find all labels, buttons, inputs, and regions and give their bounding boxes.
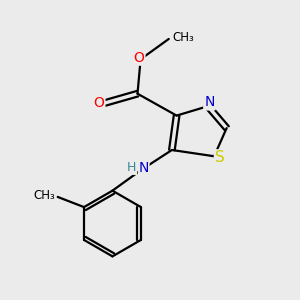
Text: N: N <box>204 95 214 110</box>
Text: CH₃: CH₃ <box>172 31 194 44</box>
Text: H: H <box>127 161 136 174</box>
Text: S: S <box>215 150 225 165</box>
Text: CH₃: CH₃ <box>34 189 55 202</box>
Text: O: O <box>94 96 104 110</box>
Text: O: O <box>134 51 145 65</box>
Text: N: N <box>139 161 149 175</box>
